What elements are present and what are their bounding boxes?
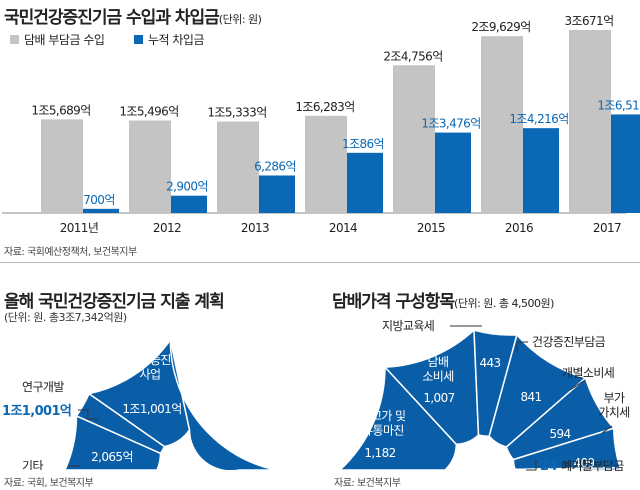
bar-debt-label: 1조86억 [342,137,384,151]
slice-label: 폐기물부담금 [561,459,624,473]
bar-income-label: 2조9,629억 [471,20,530,34]
slice-value: 841 [520,390,541,404]
leader-line [569,379,586,391]
spending-slice [169,339,330,470]
bar-debt-label: 1조3,476억 [421,117,480,131]
bar-legend-debt: 누적 차입금 [134,31,205,48]
price-slice [383,328,480,446]
price-chart-title: 담배가격 구성항목(단위: 원. 총 4,500원) [332,287,554,312]
bar-income [305,115,347,213]
bar-chart-unit: (단위: 원) [218,13,262,26]
slice-label: 건강증진부담금 [532,335,606,349]
slice-label: 연구개발 [22,380,64,394]
bar-chart-source: 자료: 국회예산정책처, 보건복지부 [4,247,137,258]
x-tick-label: 2011년 [60,221,99,235]
leader-line [526,460,537,471]
bar-debt [259,175,295,213]
bar-income [41,119,83,213]
leader-line [601,425,613,434]
bar-debt [171,195,207,213]
bar-income [481,36,523,213]
bar-debt [611,114,640,213]
price-semicircle-chart: 출고가 및 유통마진 1,182 담배 소비세 1,007 443 지방교육세 841 건강증진부… [338,319,630,474]
price-slice [338,365,458,471]
slice-value: 594 [549,427,570,441]
x-tick-label: 2016 [505,221,533,235]
bar-income-label: 3조671억 [564,14,613,28]
bar-income-label: 2조4,756억 [383,49,442,63]
slice-label: 개별소비세 [562,366,614,380]
bar-income-label: 1조5,496억 [119,105,178,119]
slice-label: 담배 소비세 [422,355,453,383]
leader-line [516,341,528,352]
slice-value: 1조1,001억 [122,402,181,416]
slice-value: 24 [540,459,557,474]
bar-income-label: 1조5,333억 [207,105,266,119]
bar-income [569,29,611,214]
spending-chart-source: 자료: 국회, 보건복지부 [4,478,94,489]
bar-income [129,120,171,213]
spending-chart-unit: (단위: 원. 총3조7,342억원) [4,311,127,324]
x-tick-label: 2015 [417,221,445,235]
slice-value: 2,065억 [91,450,133,464]
bar-chart-title: 국민건강증진기금 수입과 차입금(단위: 원) [4,3,262,28]
bar-income [217,121,259,213]
leader-line [78,409,98,420]
spending-slice [87,338,191,448]
bar-debt [83,208,119,213]
slice-label: 출고가 및 유통마진 [361,409,407,437]
slice-label: 건강증진 사업 [129,353,171,381]
spending-chart-title: 올해 국민건강증진기금 지출 계획 [4,292,225,312]
x-tick-label: 2014 [329,221,357,235]
price-slice [514,466,621,471]
price-chart-title-text: 담배가격 구성항목 [332,292,455,312]
bar-legend-income: 담배 부담금 수입 [10,31,105,48]
slice-value: 1조9,936억 [228,394,287,408]
bar-chart-title-text: 국민건강증진기금 수입과 차입금 [4,8,220,28]
x-tick-label: 2012 [153,221,181,235]
x-tick-label: 2017 [593,221,621,235]
bar-chart: 1조5,689억 700억 2011년 1조5,496억 2,900억 2012 1조5,3… [2,14,640,235]
slice-label: 건강보험 가입자 지원 [230,345,285,373]
bar-income-label: 1조5,689억 [31,103,90,117]
slice-label: 부가 가치세 [598,391,629,419]
legend-swatch-blue [134,35,143,44]
slice-label: 지방교육세 [382,319,434,333]
bar-income [393,65,435,214]
x-tick-label: 2013 [241,221,269,235]
legend-swatch-gray [10,35,19,44]
price-chart-unit: (단위: 원. 총 4,500원) [454,297,554,310]
slice-value: 1,182 [364,446,395,460]
bar-debt [523,128,559,213]
slice-value: 1조1,001억 [2,404,71,419]
slice-value: 409 [573,456,594,470]
section-divider [0,262,640,263]
bar-debt [435,132,471,213]
slice-label: 기타 [22,459,43,470]
legend-label-debt: 누적 차입금 [148,33,205,47]
legend-label-income: 담배 부담금 수입 [24,33,105,47]
bar-debt-label: 2,900억 [166,180,208,194]
bar-income-label: 1조6,283억 [295,100,354,114]
bar-debt [347,152,383,213]
bar-debt-label: 6,286억 [254,159,296,173]
bar-debt-label: 1조6,516억 [597,98,640,112]
price-chart-source: 자료: 보건복지부 [334,478,401,489]
slice-value: 1,007 [423,391,454,405]
slice-value: 443 [479,356,500,370]
bar-debt-label: 1조4,216억 [509,112,568,126]
bar-debt-label: 700억 [83,193,115,207]
